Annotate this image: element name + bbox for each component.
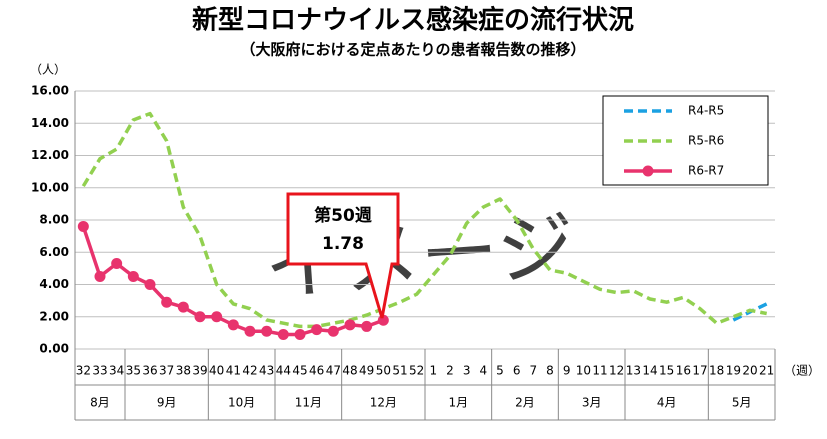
x-tick-label: 16	[676, 364, 691, 378]
marker	[144, 279, 156, 290]
plot-area: 0.00 2.00 4.00 6.00 8.00 10.00 12.00 14.00 16.00…	[31, 84, 776, 421]
callout: 第50週 1.78	[286, 192, 400, 319]
callout-value: 1.78	[322, 234, 364, 254]
x-group-label: 1月	[449, 396, 469, 410]
legend: R4-R5 R5-R6 R6-R7	[602, 95, 769, 186]
x-group-label: 4月	[657, 396, 677, 410]
x-tick-label: 45	[292, 364, 307, 378]
x-group-label: 8月	[90, 396, 110, 410]
marker	[294, 328, 306, 340]
legend-label: R6-R7	[688, 164, 724, 178]
x-group-label: 12月	[370, 396, 397, 410]
x-tick-label: 19	[726, 364, 741, 378]
x-tick-label: 4	[480, 364, 488, 378]
marker	[277, 328, 289, 340]
x-tick-label: 7	[530, 364, 538, 378]
y-tick-label: 8.00	[39, 213, 69, 227]
x-tick-label: 44	[276, 364, 291, 378]
callout-box	[286, 192, 400, 319]
x-tick-label: 6	[513, 364, 521, 378]
series-line	[81, 111, 768, 329]
x-tick-label: 3	[463, 364, 471, 378]
x-tick-label: 46	[309, 364, 324, 378]
x-tick-label: 10	[576, 364, 591, 378]
x-tick-label: 34	[109, 364, 124, 378]
x-tick-label: 12	[609, 364, 624, 378]
x-tick-label: 47	[326, 364, 341, 378]
x-tick-label: 14	[642, 364, 657, 378]
y-unit: （人）	[30, 63, 66, 77]
x-tick-label: 9	[563, 364, 571, 378]
marker	[244, 325, 256, 337]
x-tick-label: 18	[709, 364, 724, 378]
marker	[361, 320, 373, 332]
chart-subtitle: （大阪府における定点あたりの患者報告数の推移）	[240, 41, 585, 59]
x-tick-label: 48	[342, 364, 357, 378]
x-tick-label: 38	[176, 364, 191, 378]
y-tick-label: 16.00	[31, 84, 69, 98]
x-tick-label: 17	[692, 364, 707, 378]
marker	[311, 324, 323, 336]
marker	[177, 301, 189, 313]
x-tick-label: 21	[759, 364, 774, 378]
x-tick-label: 36	[142, 364, 157, 378]
callout-title: 第50週	[314, 205, 372, 226]
x-tick-label: 35	[126, 364, 141, 378]
x-group-label: 11月	[295, 396, 322, 410]
marker	[127, 270, 139, 282]
marker	[77, 220, 89, 232]
x-tick-label: 20	[742, 364, 757, 378]
marker	[94, 270, 106, 282]
x-tick-label: 15	[659, 364, 674, 378]
x-tick-label: 2	[446, 364, 454, 378]
x-tick-label: 52	[409, 364, 424, 378]
x-tick-label: 1	[430, 364, 438, 378]
x-tick-label: 11	[592, 364, 607, 378]
y-tick-label: 0.00	[39, 342, 69, 356]
marker	[211, 311, 223, 323]
x-tick-label: 39	[192, 364, 207, 378]
marker	[261, 325, 273, 337]
y-tick-label: 2.00	[39, 309, 69, 323]
legend-label: R5-R6	[688, 134, 724, 148]
x-tick-label: 40	[209, 364, 224, 378]
chart-title: 新型コロナウイルス感染症の流行状況	[192, 5, 634, 36]
x-group-label: 3月	[582, 396, 602, 410]
legend-marker	[642, 165, 654, 177]
x-tick-label: 42	[242, 364, 257, 378]
x-tick-label: 43	[259, 364, 274, 378]
marker	[111, 258, 123, 270]
x-tick-label: 37	[159, 364, 174, 378]
y-tick-label: 10.00	[31, 180, 69, 194]
x-unit: （週）	[784, 364, 820, 378]
x-tick-label: 50	[376, 364, 391, 378]
x-tick-label: 8	[546, 364, 554, 378]
x-tick-label: 51	[392, 364, 407, 378]
y-tick-label: 4.00	[39, 277, 69, 291]
marker	[327, 325, 339, 337]
marker	[227, 319, 239, 331]
x-group-label: 10月	[228, 396, 255, 410]
x-tick-label: 5	[496, 364, 504, 378]
marker	[161, 296, 173, 308]
y-tick-label: 14.00	[31, 116, 69, 130]
marker	[194, 311, 206, 323]
x-tick-label: 33	[92, 364, 107, 378]
marker	[344, 319, 356, 331]
x-group-label: 2月	[515, 396, 535, 410]
x-tick-label: 32	[76, 364, 91, 378]
y-tick-label: 12.00	[31, 148, 69, 162]
x-tick-label: 49	[359, 364, 374, 378]
legend-label: R4-R5	[688, 104, 724, 118]
x-group-label: 5月	[732, 396, 752, 410]
x-tick-label: 13	[626, 364, 641, 378]
y-tick-label: 6.00	[39, 245, 69, 259]
x-group-label: 9月	[157, 396, 177, 410]
x-tick-label: 41	[226, 364, 241, 378]
